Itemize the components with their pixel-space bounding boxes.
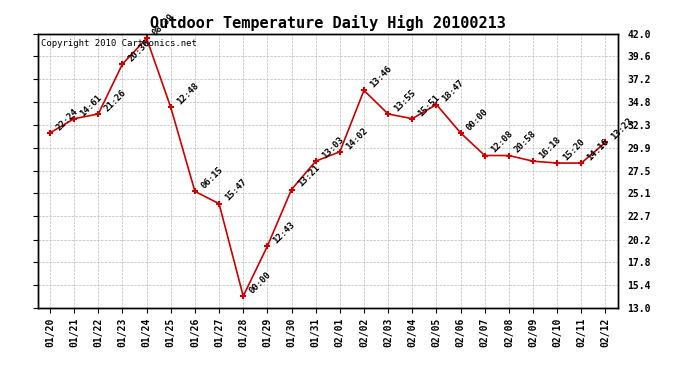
Title: Outdoor Temperature Daily High 20100213: Outdoor Temperature Daily High 20100213	[150, 15, 506, 31]
Text: 12:43: 12:43	[272, 220, 297, 245]
Text: 18:47: 18:47	[441, 78, 466, 104]
Text: 13:03: 13:03	[320, 135, 345, 160]
Text: 06:15: 06:15	[199, 165, 224, 190]
Text: 13:21: 13:21	[296, 164, 321, 189]
Text: 15:51: 15:51	[417, 93, 442, 118]
Text: 22:24: 22:24	[55, 107, 79, 132]
Text: 12:08: 12:08	[489, 129, 514, 155]
Text: 14:16: 14:16	[586, 137, 611, 162]
Text: 12:48: 12:48	[175, 81, 200, 106]
Text: Copyright 2010 Cartronics.net: Copyright 2010 Cartronics.net	[41, 39, 197, 48]
Text: 20:58: 20:58	[513, 129, 538, 155]
Text: 00:00: 00:00	[465, 107, 490, 132]
Text: 13:22: 13:22	[610, 116, 635, 141]
Text: 14:02: 14:02	[344, 126, 369, 151]
Text: 13:55: 13:55	[393, 88, 417, 113]
Text: 08:39: 08:39	[151, 12, 176, 38]
Text: 13:46: 13:46	[368, 64, 393, 90]
Text: 15:20: 15:20	[562, 137, 586, 162]
Text: 16:18: 16:18	[538, 135, 562, 160]
Text: 14:61: 14:61	[79, 93, 103, 118]
Text: 20:36: 20:36	[127, 38, 152, 63]
Text: 21:26: 21:26	[103, 88, 128, 113]
Text: 00:00: 00:00	[248, 270, 273, 296]
Text: 15:47: 15:47	[224, 177, 248, 203]
